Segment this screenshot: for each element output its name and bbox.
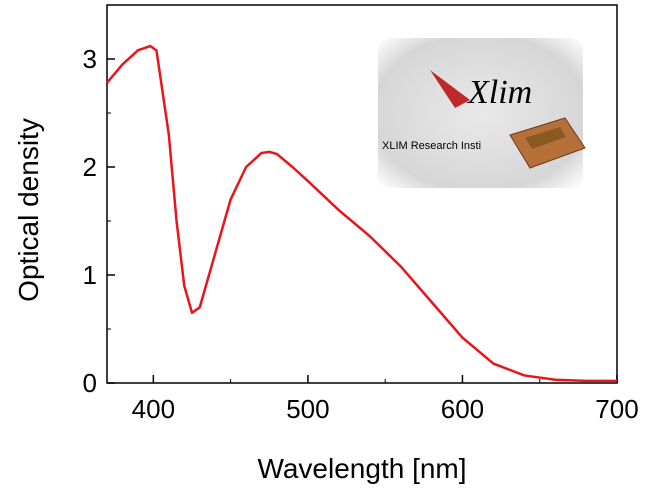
y-tick-label: 1	[83, 260, 97, 290]
x-tick-label: 500	[286, 394, 329, 424]
data-line	[106, 44, 617, 383]
logo-swoosh	[430, 70, 470, 108]
x-tick-label: 600	[441, 394, 484, 424]
x-axis-label: Wavelength [nm]	[257, 453, 466, 484]
y-axis-label: Optical density	[13, 118, 44, 302]
y-tick-label: 3	[83, 44, 97, 74]
y-tick-label: 0	[83, 368, 97, 398]
x-tick-label: 700	[595, 394, 638, 424]
inset-chip-pad	[525, 127, 566, 149]
x-tick-label: 400	[132, 394, 175, 424]
inset-logo: Xlim	[466, 74, 532, 111]
inset-caption: XLIM Research Insti	[382, 140, 481, 152]
y-tick-label: 2	[83, 152, 97, 182]
inset-photo: Xlim XLIM Research Insti	[378, 38, 586, 188]
inset-background	[378, 38, 583, 188]
plot-frame	[106, 4, 618, 384]
